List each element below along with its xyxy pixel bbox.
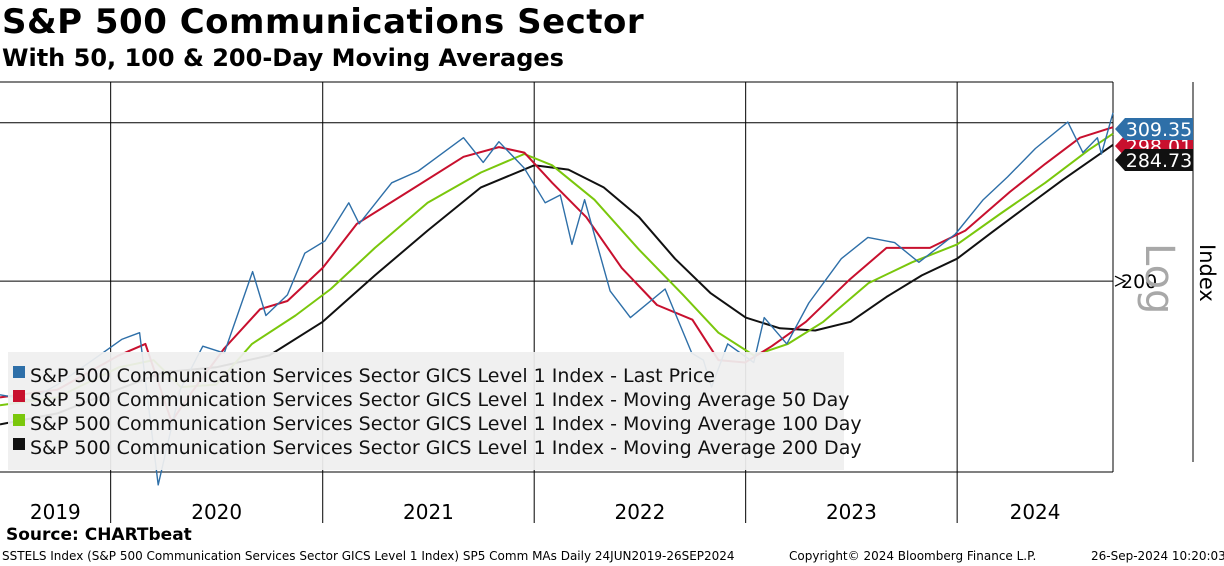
y-tick-label-200: 200 [1121,271,1157,293]
chart-title: S&P 500 Communications Sector [2,2,645,42]
legend-label-1: S&P 500 Communication Services Sector GI… [30,389,850,411]
footer-timestamp: 26-Sep-2024 10:20:03 [1091,549,1224,563]
footer-copyright: Copyright© 2024 Bloomberg Finance L.P. [789,549,1037,563]
x-tick-label-2023: 2023 [826,500,877,524]
legend-swatch-3 [13,438,25,450]
x-tick-label-2024: 2024 [1010,500,1061,524]
badge-label-3: 284.73 [1126,150,1192,172]
badge-shape-3 [1115,149,1193,171]
legend-label-0: S&P 500 Communication Services Sector GI… [30,365,715,387]
log-scale-watermark: Log [1136,243,1182,314]
chart-subtitle: With 50, 100 & 200-Day Moving Averages [2,44,564,72]
legend-box [8,352,844,470]
y-tick-arrow-200 [1114,275,1127,287]
badge-label-0: 309.35 [1126,119,1192,141]
legend-swatch-0 [13,366,25,378]
last-value-badge-3: 284.73 [1115,149,1193,172]
legend-label-3: S&P 500 Communication Services Sector GI… [30,437,862,459]
legend-swatch-2 [13,414,25,426]
source-note: Source: CHARTbeat [6,525,192,545]
x-tick-label-2019: 2019 [30,500,81,524]
x-tick-label-2022: 2022 [614,500,665,524]
y-axis-title: Index [1195,244,1219,302]
last-value-badge-0: 309.35 [1115,118,1193,141]
legend-label-2: S&P 500 Communication Services Sector GI… [30,413,862,435]
footer-ticker-info: SSTELS Index (S&P 500 Communication Serv… [2,549,735,563]
x-tick-label-2020: 2020 [191,500,242,524]
x-tick-label-2021: 2021 [403,500,454,524]
legend-swatch-1 [13,390,25,402]
badge-shape-0 [1115,118,1193,140]
series-line-0 [0,112,1114,486]
